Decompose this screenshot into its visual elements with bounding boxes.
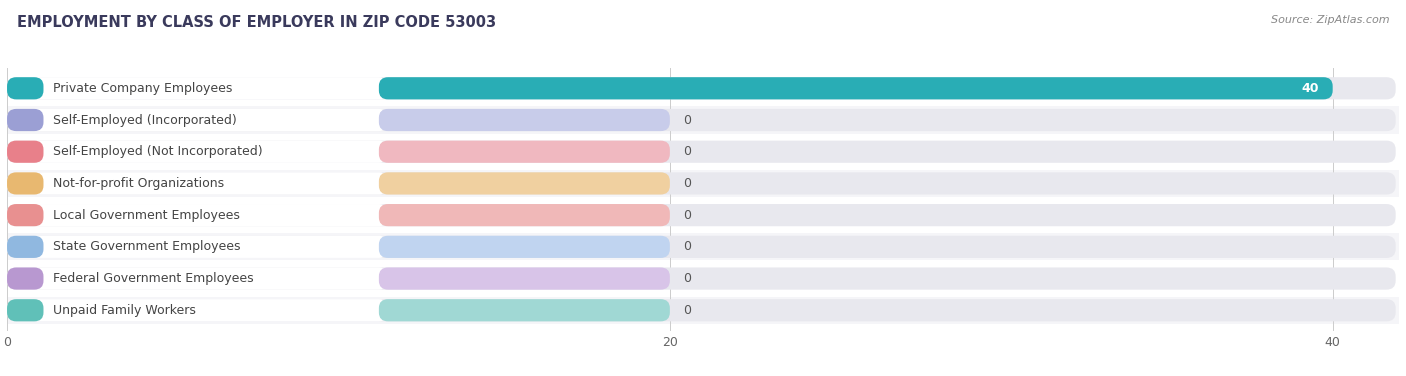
FancyBboxPatch shape [7,265,1399,292]
FancyBboxPatch shape [378,267,669,290]
FancyBboxPatch shape [7,202,1399,229]
FancyBboxPatch shape [7,236,44,258]
Text: 0: 0 [683,177,692,190]
FancyBboxPatch shape [7,77,388,99]
FancyBboxPatch shape [7,204,1396,226]
FancyBboxPatch shape [378,109,669,131]
FancyBboxPatch shape [7,236,388,258]
FancyBboxPatch shape [7,109,44,131]
Text: 0: 0 [683,272,692,285]
FancyBboxPatch shape [378,172,669,194]
Text: Local Government Employees: Local Government Employees [53,209,240,221]
FancyBboxPatch shape [7,233,1399,261]
FancyBboxPatch shape [7,141,1396,163]
FancyBboxPatch shape [7,106,1399,133]
FancyBboxPatch shape [7,170,1399,197]
Text: Self-Employed (Not Incorporated): Self-Employed (Not Incorporated) [53,145,263,158]
Text: 0: 0 [683,240,692,253]
Text: 0: 0 [683,145,692,158]
FancyBboxPatch shape [7,77,1396,99]
Text: Not-for-profit Organizations: Not-for-profit Organizations [53,177,225,190]
FancyBboxPatch shape [7,77,44,99]
FancyBboxPatch shape [7,109,1396,131]
FancyBboxPatch shape [378,77,1333,99]
FancyBboxPatch shape [7,297,1399,324]
FancyBboxPatch shape [378,299,669,321]
FancyBboxPatch shape [7,172,44,194]
Text: EMPLOYMENT BY CLASS OF EMPLOYER IN ZIP CODE 53003: EMPLOYMENT BY CLASS OF EMPLOYER IN ZIP C… [17,15,496,30]
Text: 0: 0 [683,304,692,317]
FancyBboxPatch shape [378,141,669,163]
FancyBboxPatch shape [7,299,44,321]
FancyBboxPatch shape [7,236,1396,258]
FancyBboxPatch shape [7,141,388,163]
FancyBboxPatch shape [7,75,1399,102]
Text: Self-Employed (Incorporated): Self-Employed (Incorporated) [53,114,238,126]
FancyBboxPatch shape [7,299,388,321]
FancyBboxPatch shape [7,172,1396,194]
FancyBboxPatch shape [7,267,1396,290]
Text: Private Company Employees: Private Company Employees [53,82,233,95]
Text: 40: 40 [1302,82,1319,95]
FancyBboxPatch shape [7,204,44,226]
FancyBboxPatch shape [7,109,388,131]
Text: Federal Government Employees: Federal Government Employees [53,272,254,285]
FancyBboxPatch shape [7,138,1399,165]
Text: 0: 0 [683,114,692,126]
FancyBboxPatch shape [378,204,669,226]
Text: Unpaid Family Workers: Unpaid Family Workers [53,304,197,317]
FancyBboxPatch shape [7,172,388,194]
FancyBboxPatch shape [7,299,1396,321]
Text: State Government Employees: State Government Employees [53,240,240,253]
Text: Source: ZipAtlas.com: Source: ZipAtlas.com [1271,15,1389,25]
FancyBboxPatch shape [7,267,44,290]
FancyBboxPatch shape [378,236,669,258]
FancyBboxPatch shape [7,204,388,226]
Text: 0: 0 [683,209,692,221]
FancyBboxPatch shape [7,267,388,290]
FancyBboxPatch shape [7,141,44,163]
